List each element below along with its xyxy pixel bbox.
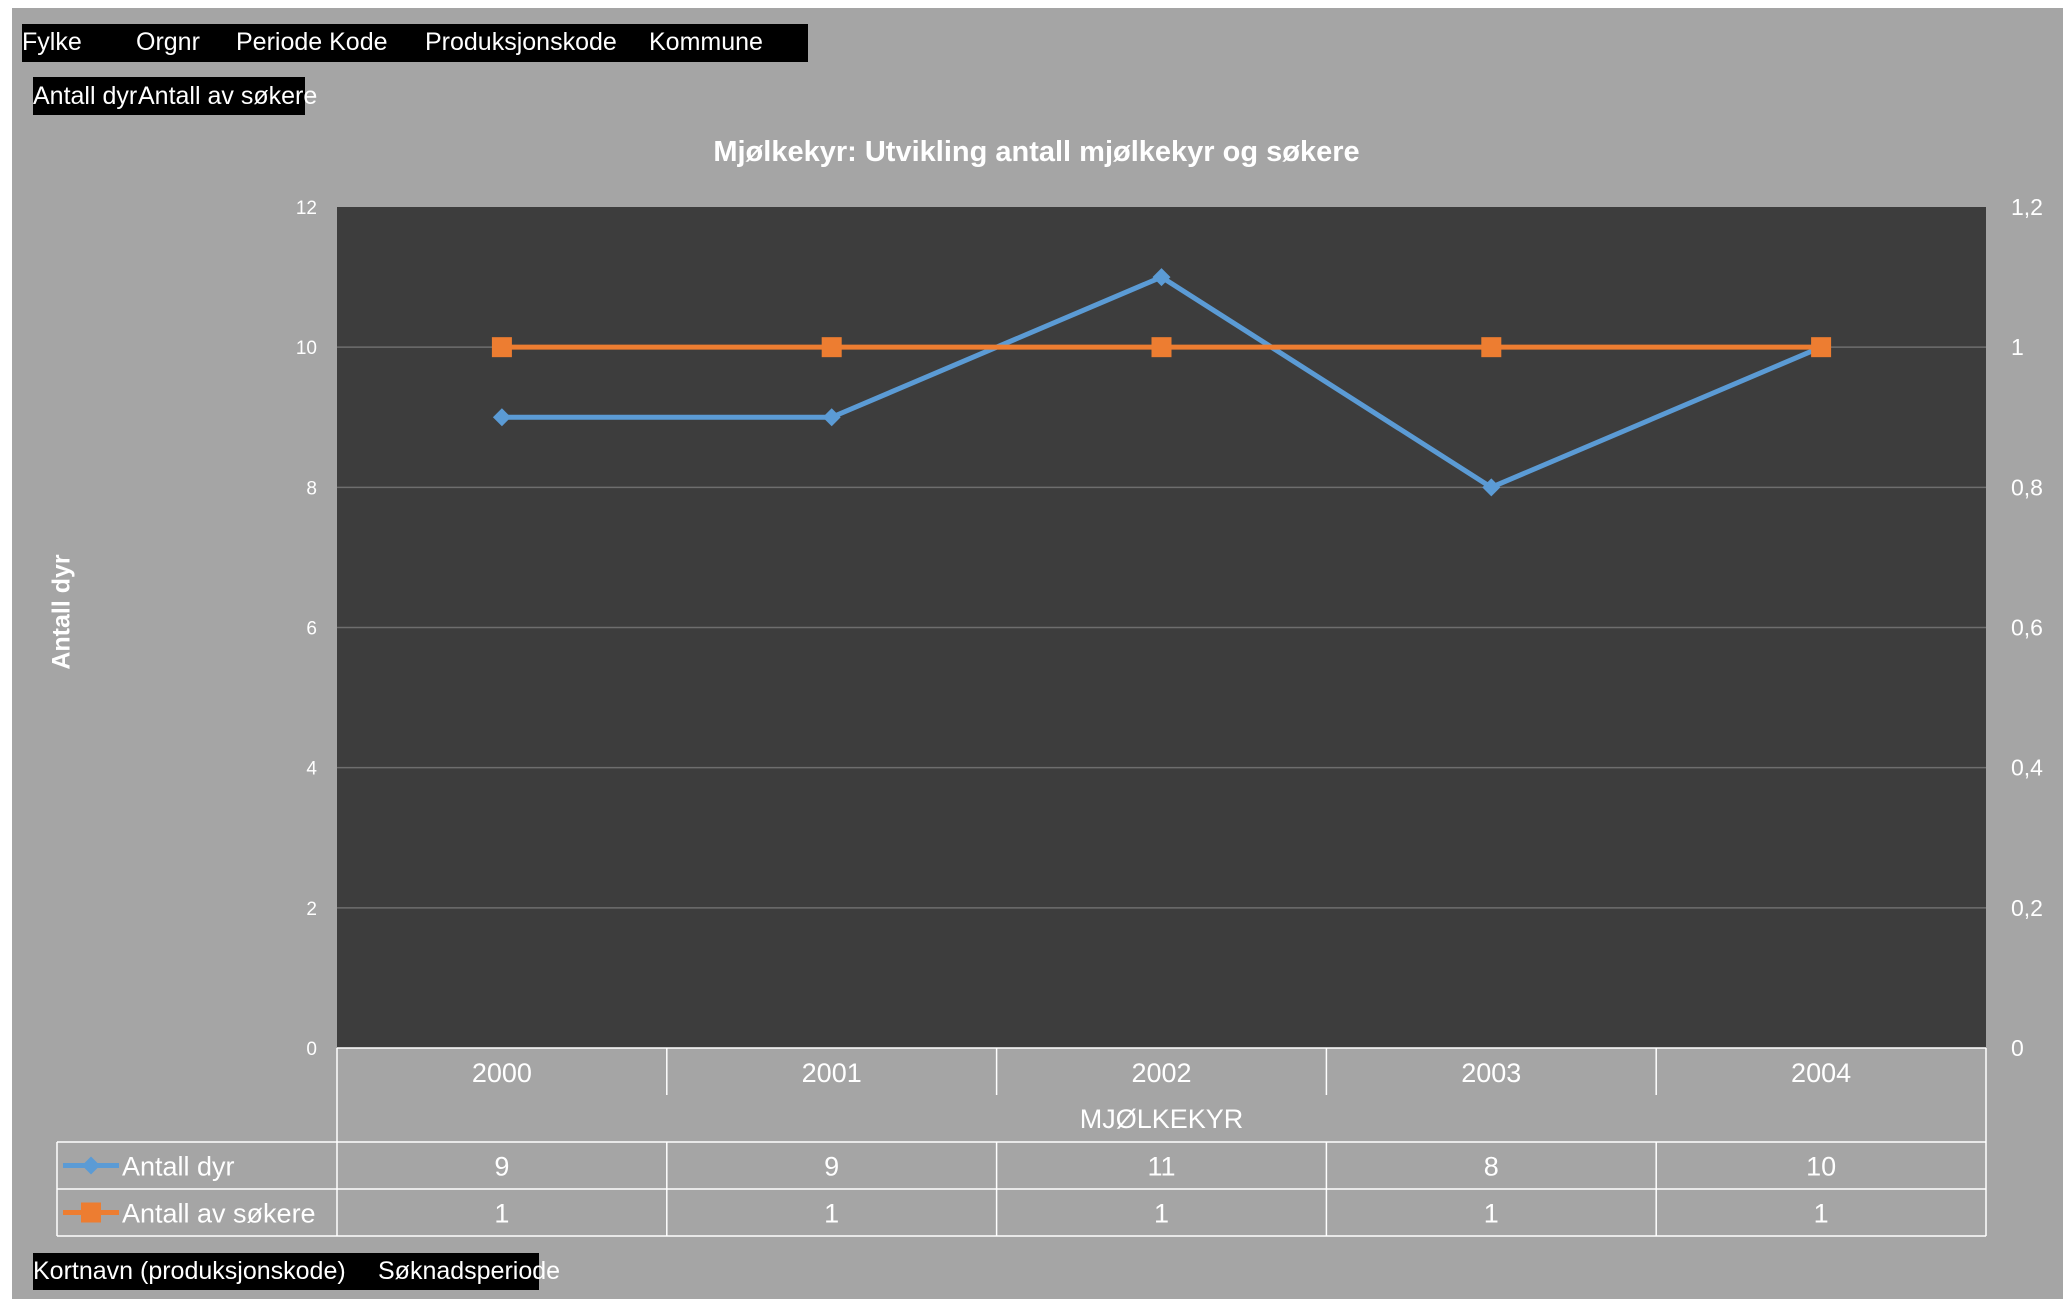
y-tick-label: 2 (306, 899, 317, 920)
x-tick-label: 2001 (802, 1058, 862, 1088)
y-tick-label: 12 (296, 198, 317, 219)
y-tick-label: 8 (306, 478, 317, 499)
filter-button-kommune[interactable]: Kommune (649, 28, 763, 56)
axis-button-kortnavn[interactable]: Kortnavn (produksjonskode) (33, 1257, 346, 1285)
y2-tick-label: 1 (2011, 334, 2024, 360)
x-tick-label: 2003 (1461, 1058, 1521, 1088)
data-table-value: 9 (494, 1152, 509, 1182)
value-button-antall-av-sokere[interactable]: Antall av søkere (138, 82, 318, 110)
y2-tick-label: 1,2 (2011, 194, 2043, 220)
y-tick-label: 10 (296, 338, 317, 359)
data-point (491, 337, 512, 358)
data-point (1482, 478, 1501, 497)
y2-tick-label: 0,6 (2011, 615, 2043, 641)
y2-tick-label: 0,4 (2011, 755, 2043, 781)
data-point (1151, 337, 1172, 358)
chart-title: Mjølkekyr: Utvikling antall mjølkekyr og… (713, 136, 1360, 168)
value-button-antall-dyr[interactable]: Antall dyr (33, 82, 138, 110)
y2-tick-label: 0,8 (2011, 474, 2043, 500)
data-table-value: 1 (1814, 1199, 1829, 1229)
x-category-group-label: MJØLKEKYR (1080, 1104, 1244, 1134)
filter-button-fylke[interactable]: Fylke (22, 28, 82, 56)
data-table-value: 8 (1484, 1152, 1499, 1182)
data-table-value: 9 (824, 1152, 839, 1182)
data-point (821, 337, 842, 358)
data-point (1811, 337, 1832, 358)
data-table-value: 1 (824, 1199, 839, 1229)
filter-field-bar: Fylke Orgnr Periode Kode Produksjonskode… (22, 24, 808, 62)
legend-label: Antall dyr (122, 1152, 235, 1182)
data-point (1152, 268, 1171, 287)
data-table-value: 11 (1147, 1152, 1175, 1182)
value-field-bar: Antall dyr Antall av søkere (33, 77, 317, 115)
filter-button-produksjonskode[interactable]: Produksjonskode (425, 28, 617, 56)
axis-field-bar: Kortnavn (produksjonskode) Søknadsperiod… (33, 1253, 560, 1290)
data-table-value: 1 (1484, 1199, 1499, 1229)
y2-tick-label: 0,2 (2011, 895, 2043, 921)
legend-marker (82, 1156, 100, 1175)
legend-marker (81, 1202, 101, 1223)
data-table-value: 1 (494, 1199, 509, 1229)
axis-button-soknadsperiode[interactable]: Søknadsperiode (378, 1257, 561, 1285)
data-table-value: 1 (1154, 1199, 1169, 1229)
x-tick-label: 2002 (1131, 1058, 1191, 1088)
y-tick-label: 0 (306, 1039, 317, 1060)
legend-label: Antall av søkere (122, 1199, 316, 1229)
data-table-value: 10 (1806, 1152, 1836, 1182)
data-point (1481, 337, 1502, 358)
data-point (492, 408, 511, 427)
y2-tick-label: 0 (2011, 1035, 2024, 1061)
y-tick-label: 6 (306, 619, 317, 640)
data-point (822, 408, 841, 427)
x-tick-label: 2004 (1791, 1058, 1851, 1088)
filter-button-orgnr[interactable]: Orgnr (136, 28, 200, 56)
x-tick-label: 2000 (472, 1058, 532, 1088)
filter-button-periode-kode[interactable]: Periode Kode (236, 28, 388, 56)
y-tick-label: 4 (306, 759, 317, 780)
